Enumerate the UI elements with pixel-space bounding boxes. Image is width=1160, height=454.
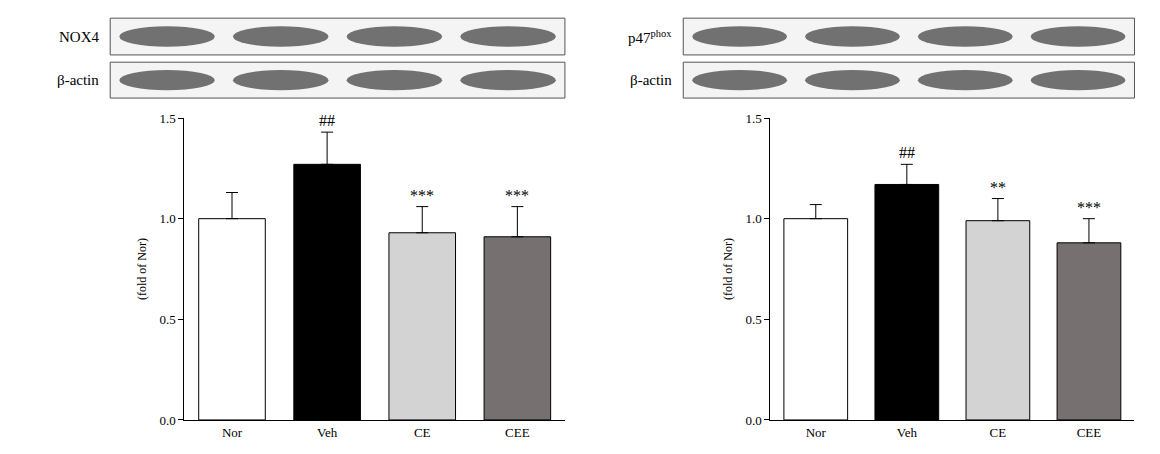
svg-text:β-actin: β-actin	[630, 72, 672, 88]
svg-text:CE: CE	[990, 425, 1007, 440]
svg-text:p47​phox​: p47​phox​	[628, 28, 672, 46]
svg-text:***: ***	[505, 187, 529, 204]
svg-text:0.0: 0.0	[160, 413, 176, 428]
svg-text:Nor: Nor	[806, 425, 827, 440]
svg-text:0.5: 0.5	[160, 312, 176, 327]
svg-text:CEE: CEE	[1077, 425, 1102, 440]
svg-text:1.0: 1.0	[745, 211, 761, 226]
svg-text:NOX4: NOX4	[59, 29, 99, 45]
svg-text:1.5: 1.5	[745, 111, 761, 126]
svg-text:Veh: Veh	[897, 425, 918, 440]
svg-text:(fold of Nor): (fold of Nor)	[721, 238, 735, 300]
svg-text:##: ##	[319, 112, 335, 129]
svg-text:CEE: CEE	[505, 425, 530, 440]
svg-text:***: ***	[410, 187, 434, 204]
svg-text:Veh: Veh	[317, 425, 338, 440]
svg-text:0.5: 0.5	[745, 312, 761, 327]
svg-text:Nor: Nor	[222, 425, 243, 440]
svg-text:1.0: 1.0	[160, 211, 176, 226]
svg-text:β-actin: β-actin	[57, 72, 99, 88]
svg-text:##: ##	[899, 144, 915, 161]
svg-text:1.5: 1.5	[160, 111, 176, 126]
svg-text:0.0: 0.0	[745, 413, 761, 428]
svg-text:CE: CE	[414, 425, 431, 440]
svg-text:**: **	[990, 179, 1006, 196]
svg-text:***: ***	[1077, 199, 1101, 216]
svg-text:(fold of Nor): (fold of Nor)	[135, 238, 149, 300]
